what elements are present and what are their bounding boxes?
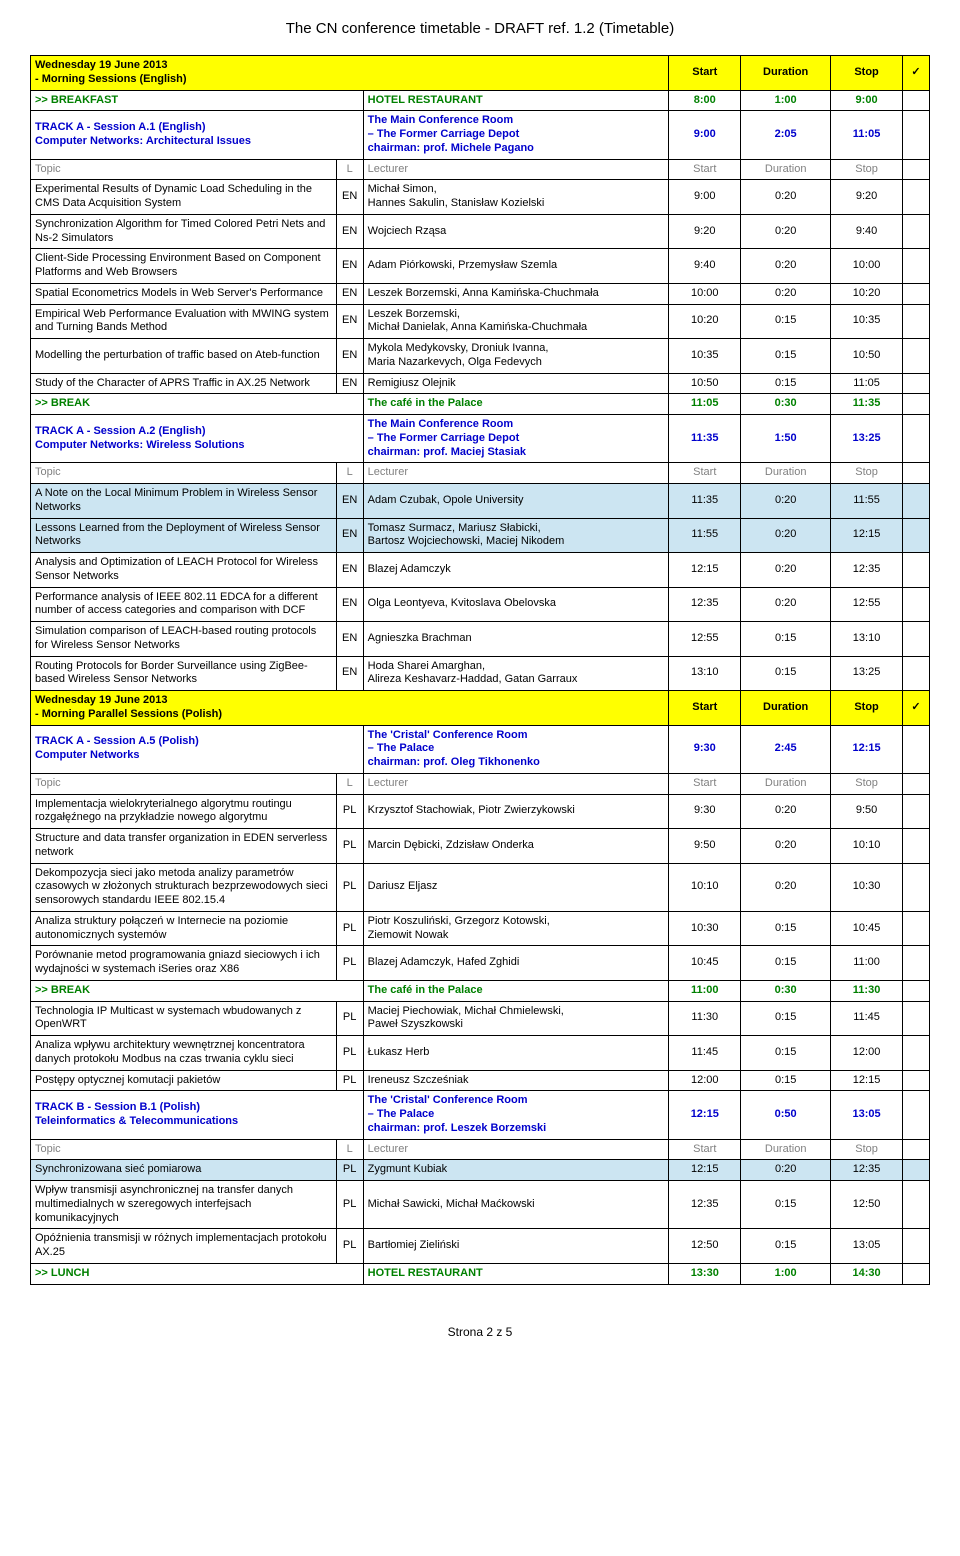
talk-row: Analiza wpływu architektury wewnętrznej … bbox=[31, 1036, 930, 1071]
session-title: TRACK B - Session B.1 (Polish)Teleinform… bbox=[31, 1091, 364, 1139]
page-title: The CN conference timetable - DRAFT ref.… bbox=[30, 20, 930, 37]
day-header: Wednesday 19 June 2013 - Morning Paralle… bbox=[31, 691, 669, 726]
session-title: TRACK A - Session A.2 (English)Computer … bbox=[31, 415, 364, 463]
talk-row: Dekompozycja sieci jako metoda analizy p… bbox=[31, 863, 930, 911]
talk-row: Opóźnienia transmisji w różnych implemen… bbox=[31, 1229, 930, 1264]
talk-row: Routing Protocols for Border Surveillanc… bbox=[31, 656, 930, 691]
talk-row: Client-Side Processing Environment Based… bbox=[31, 249, 930, 284]
talk-row: Simulation comparison of LEACH-based rou… bbox=[31, 622, 930, 657]
timetable: Wednesday 19 June 2013 - Morning Session… bbox=[30, 55, 930, 1285]
day-header: Wednesday 19 June 2013 - Morning Session… bbox=[31, 56, 669, 91]
session-title: TRACK A - Session A.5 (Polish)Computer N… bbox=[31, 725, 364, 773]
break-row: >> BREAKThe café in the Palace11:000:301… bbox=[31, 980, 930, 1001]
talk-row: Analysis and Optimization of LEACH Proto… bbox=[31, 553, 930, 588]
talk-row: Spatial Econometrics Models in Web Serve… bbox=[31, 283, 930, 304]
talk-row: Modelling the perturbation of traffic ba… bbox=[31, 339, 930, 374]
talk-row: Synchronizowana sieć pomiarowaPLZygmunt … bbox=[31, 1160, 930, 1181]
break-row: >> BREAKThe café in the Palace11:050:301… bbox=[31, 394, 930, 415]
talk-row: A Note on the Local Minimum Problem in W… bbox=[31, 484, 930, 519]
column-header: TopicLLecturerStartDurationStop bbox=[31, 463, 930, 484]
talk-row: Lessons Learned from the Deployment of W… bbox=[31, 518, 930, 553]
break-row: >> BREAKFASTHOTEL RESTAURANT8:001:009:00 bbox=[31, 90, 930, 111]
talk-row: Study of the Character of APRS Traffic i… bbox=[31, 373, 930, 394]
talk-row: Performance analysis of IEEE 802.11 EDCA… bbox=[31, 587, 930, 622]
talk-row: Implementacja wielokryterialnego algoryt… bbox=[31, 794, 930, 829]
column-header: TopicLLecturerStartDurationStop bbox=[31, 773, 930, 794]
talk-row: Postępy optycznej komutacji pakietówPLIr… bbox=[31, 1070, 930, 1091]
talk-row: Analiza struktury połączeń w Internecie … bbox=[31, 911, 930, 946]
talk-row: Structure and data transfer organization… bbox=[31, 829, 930, 864]
column-header: TopicLLecturerStartDurationStop bbox=[31, 159, 930, 180]
talk-row: Empirical Web Performance Evaluation wit… bbox=[31, 304, 930, 339]
talk-row: Technologia IP Multicast w systemach wbu… bbox=[31, 1001, 930, 1036]
talk-row: Experimental Results of Dynamic Load Sch… bbox=[31, 180, 930, 215]
talk-row: Wpływ transmisji asynchronicznej na tran… bbox=[31, 1181, 930, 1229]
column-header: TopicLLecturerStartDurationStop bbox=[31, 1139, 930, 1160]
talk-row: Porównanie metod programowania gniazd si… bbox=[31, 946, 930, 981]
break-row: >> LUNCHHOTEL RESTAURANT13:301:0014:30 bbox=[31, 1263, 930, 1284]
session-title: TRACK A - Session A.1 (English)Computer … bbox=[31, 111, 364, 159]
talk-row: Synchronization Algorithm for Timed Colo… bbox=[31, 214, 930, 249]
page-footer: Strona 2 z 5 bbox=[30, 1325, 930, 1339]
